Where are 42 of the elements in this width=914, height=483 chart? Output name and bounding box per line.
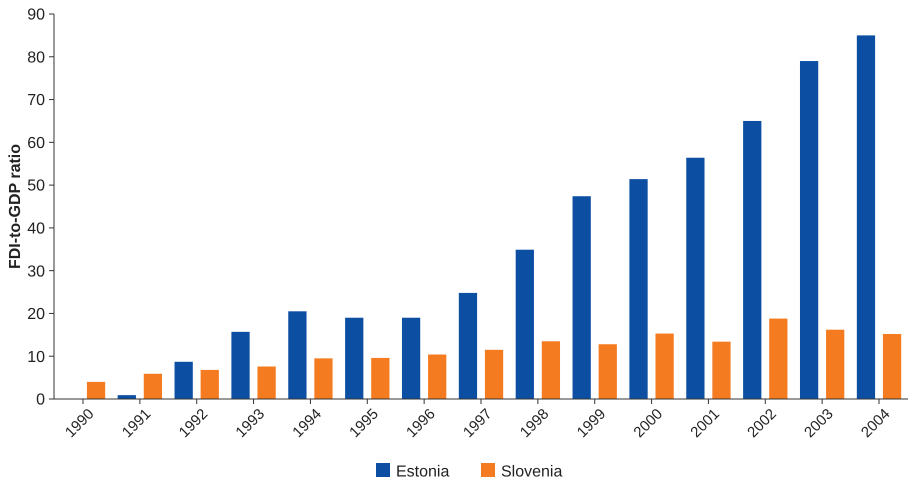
bar — [542, 341, 560, 399]
bar — [288, 311, 307, 399]
bar — [826, 330, 844, 399]
y-tick-label: 90 — [27, 6, 46, 24]
bar — [345, 318, 364, 399]
y-tick-label: 70 — [27, 92, 46, 110]
bar — [144, 374, 162, 399]
y-tick-label: 0 — [36, 392, 46, 409]
y-tick-label: 50 — [27, 178, 46, 195]
bar — [484, 350, 504, 399]
y-tick-label: 10 — [27, 348, 46, 366]
bar — [800, 61, 818, 399]
bar — [743, 120, 762, 399]
bar — [118, 395, 136, 399]
bar — [257, 366, 276, 399]
bar — [882, 334, 902, 399]
bar — [371, 358, 390, 399]
bar — [231, 332, 250, 399]
bar — [856, 35, 876, 399]
bar — [314, 358, 333, 399]
bar — [572, 196, 591, 399]
bar — [655, 334, 674, 399]
bar — [86, 382, 106, 399]
bar — [458, 292, 478, 399]
bar — [686, 158, 705, 399]
y-tick-label: 30 — [27, 263, 46, 280]
y-tick-label: 20 — [27, 306, 46, 324]
bar — [516, 250, 534, 399]
legend-label: Slovenia — [501, 464, 562, 481]
y-tick-label: 40 — [27, 220, 46, 238]
bar — [200, 370, 219, 399]
bar — [598, 344, 617, 399]
bar — [629, 179, 648, 399]
y-axis-title: FDI-to-GDP ratio — [7, 144, 24, 270]
bar — [402, 318, 420, 399]
y-tick-label: 60 — [27, 134, 46, 152]
bar — [428, 354, 446, 399]
bar — [712, 342, 731, 399]
bar — [174, 362, 193, 399]
legend-label: Estonia — [396, 464, 450, 481]
bar — [769, 318, 788, 399]
y-tick-label: 80 — [27, 49, 46, 66]
